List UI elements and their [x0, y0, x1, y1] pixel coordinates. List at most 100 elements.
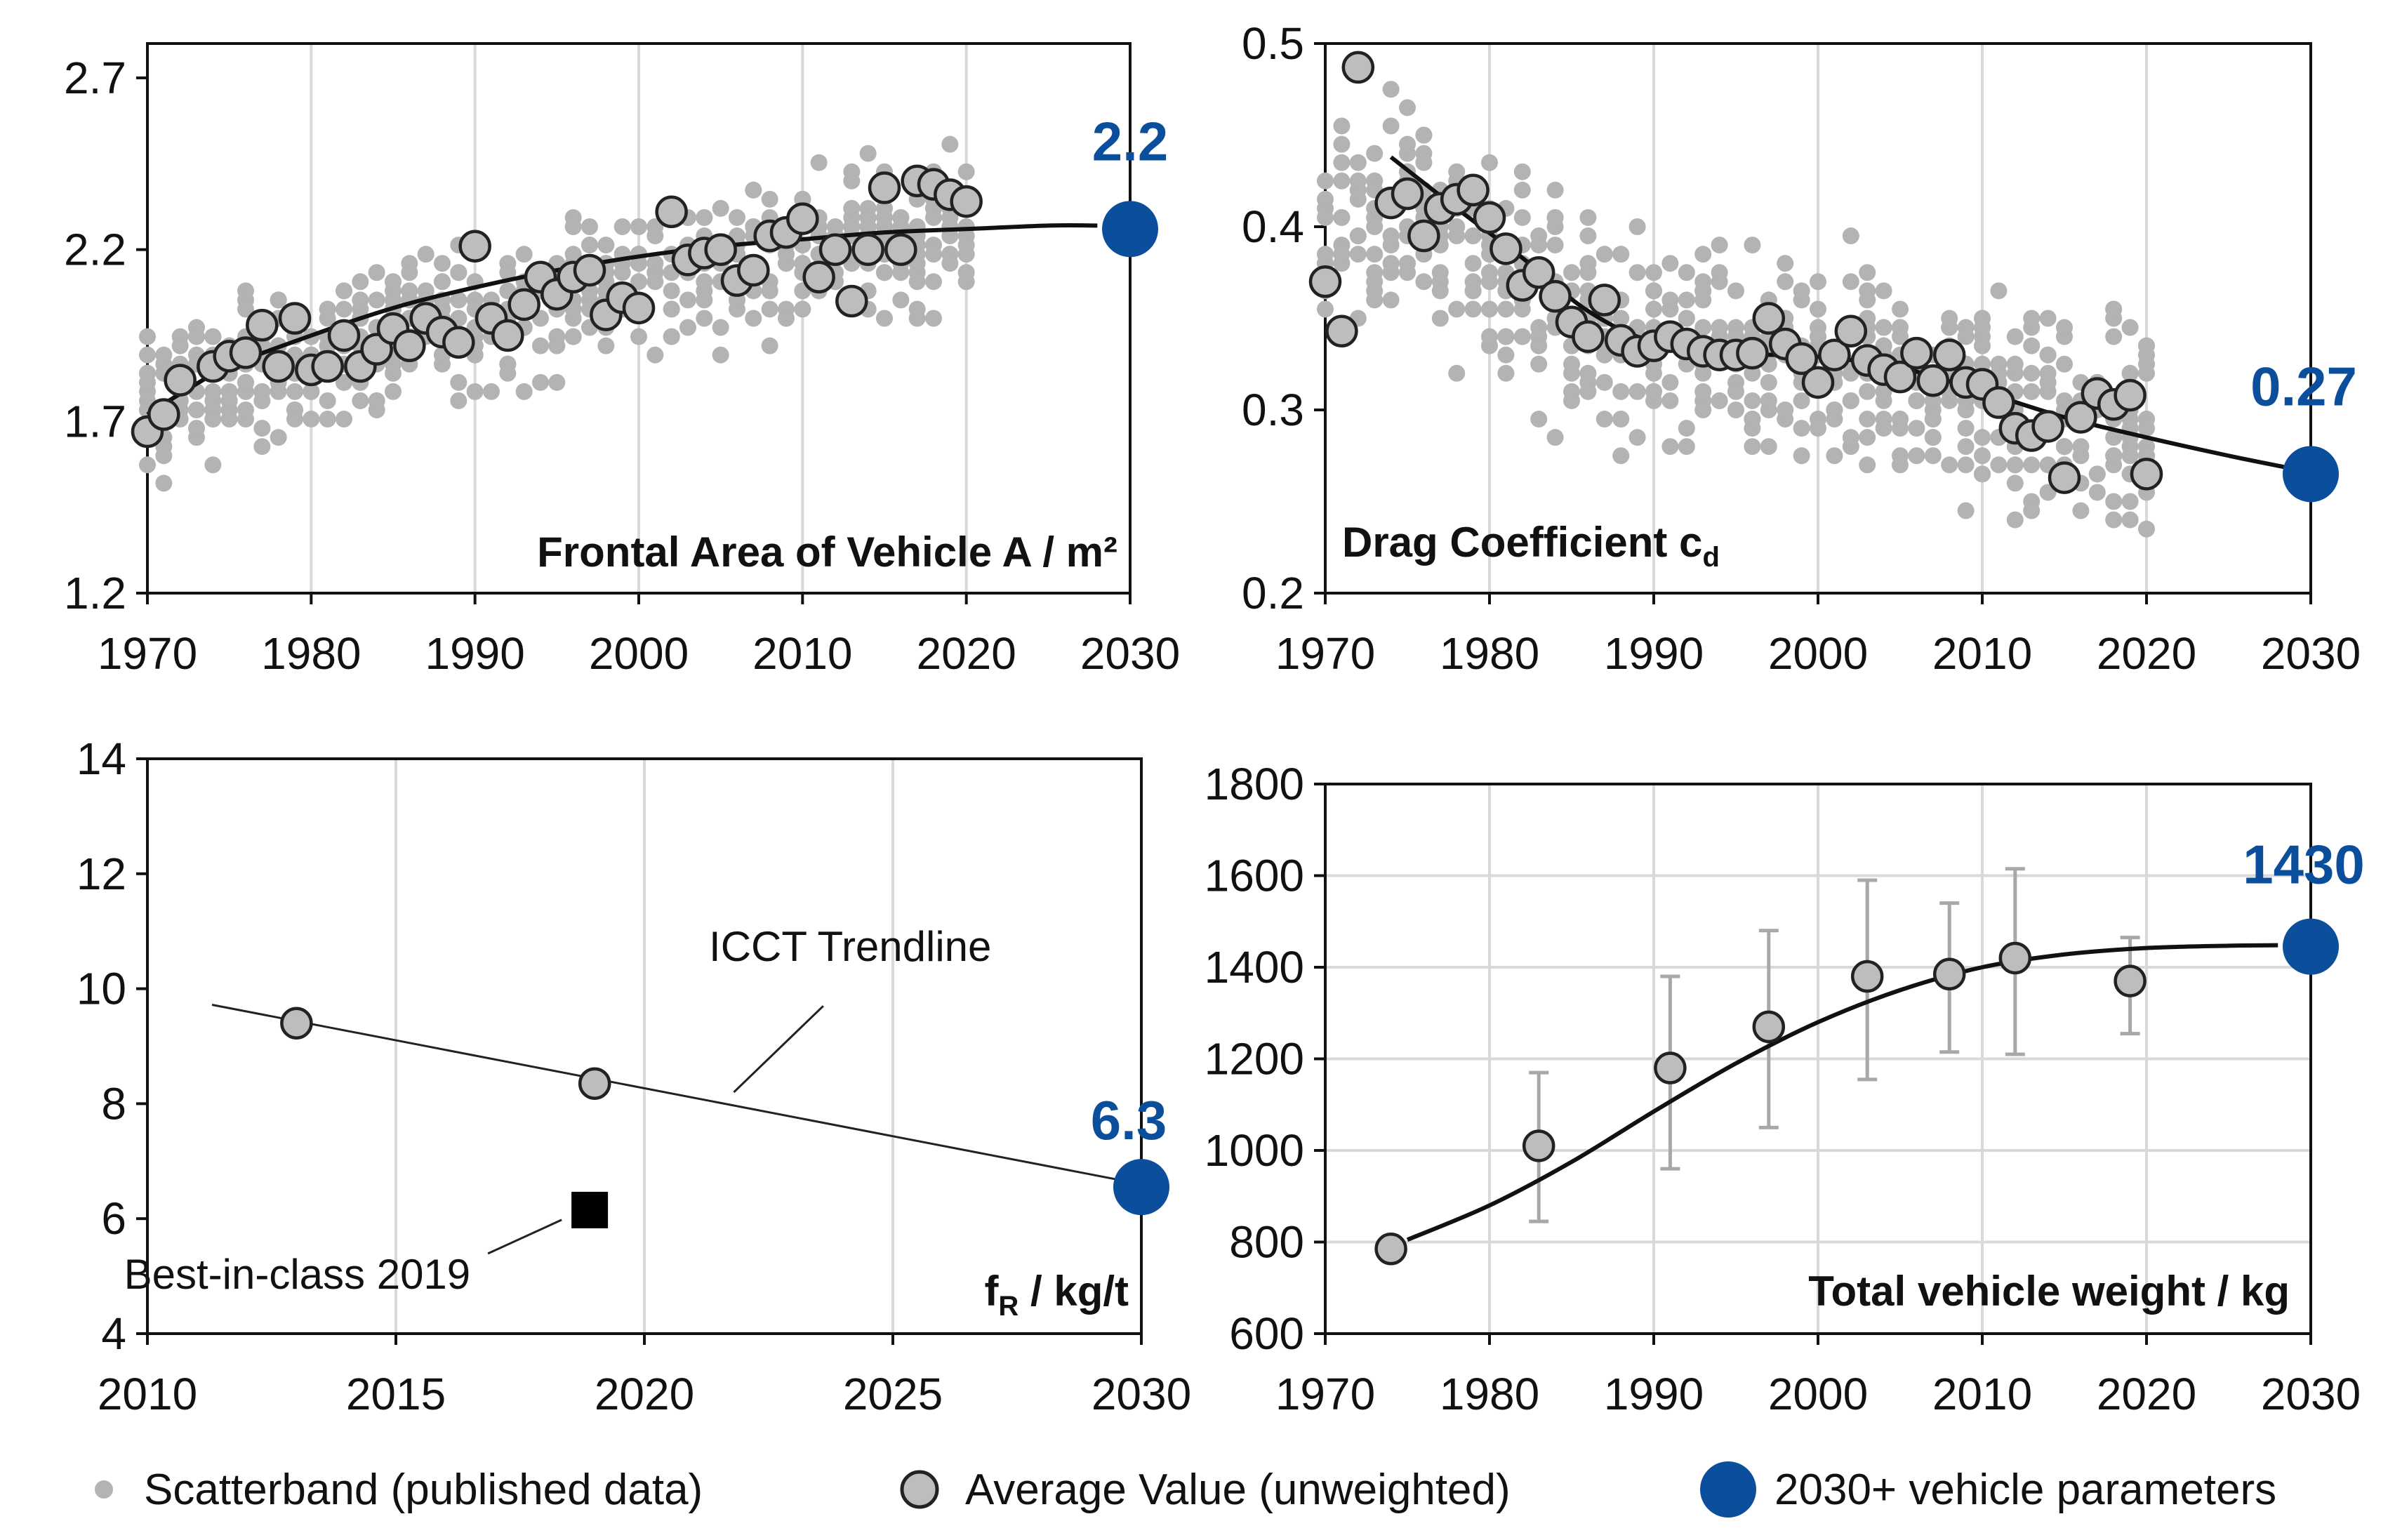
average-point [786, 202, 819, 235]
scatter-dot [1349, 172, 1367, 190]
legend-target-marker [1700, 1461, 1756, 1518]
scatter-dot [1892, 328, 1909, 345]
panel-title: Drag Coefficient cd [1342, 519, 1720, 573]
y-tick-label: 2.7 [64, 53, 126, 103]
scatter-dot [941, 135, 959, 153]
y-tick-label: 1600 [1205, 851, 1304, 901]
scatter-dot [1842, 429, 1859, 446]
average-point [1308, 265, 1342, 298]
scatter-dot [1661, 373, 1679, 391]
average-point [311, 350, 344, 383]
average-point [1752, 1010, 1786, 1044]
scatter-dot [1744, 411, 1761, 428]
scatter-dot [663, 300, 680, 318]
scatter-dot [204, 456, 222, 474]
average-point [578, 1067, 611, 1100]
scatter-dot [1628, 429, 1646, 446]
scatter-dot [1941, 310, 1958, 327]
scatter-dot [1513, 208, 1531, 226]
average-point [1654, 1051, 1687, 1084]
scatter-dot [1628, 218, 1646, 235]
scatter-dot [1612, 246, 1630, 263]
scatter-dot [139, 328, 156, 345]
scatter-dot [1859, 411, 1876, 428]
scatter-dot [1957, 420, 1975, 437]
scatter-dot [253, 438, 271, 456]
x-tick-label: 2010 [1932, 1369, 2032, 1419]
scatter-dot [270, 429, 287, 446]
average-point [655, 195, 688, 229]
x-tick-label: 2030 [1092, 1369, 1191, 1419]
average-point [1900, 336, 1933, 370]
scatter-dot [155, 346, 173, 364]
scatter-dot [2121, 493, 2139, 510]
scatter-dot [352, 273, 369, 291]
y-tick-label: 0.5 [1242, 18, 1304, 69]
scatter-dot [597, 337, 615, 354]
scatter-dot [139, 456, 156, 474]
scatter-dot [1974, 429, 1991, 446]
scatter-dot [696, 273, 713, 291]
scatter-dot [2006, 328, 2024, 345]
y-tick-label: 600 [1229, 1308, 1304, 1359]
scatter-dot [1678, 420, 1695, 437]
average-point [1341, 51, 1375, 84]
scatter-dot [1530, 411, 1548, 428]
x-tick-label: 2010 [1932, 628, 2032, 679]
scatter-dot [1333, 208, 1351, 226]
scatter-dot [1760, 373, 1777, 391]
y-tick-label: 0.3 [1242, 385, 1304, 435]
scatter-dot [1513, 163, 1531, 180]
scatter-dot [1530, 355, 1548, 373]
scatter-dot [1924, 392, 1942, 409]
scatter-dot [957, 163, 975, 180]
scatter-dot [925, 310, 942, 327]
scatter-dot [1464, 300, 1482, 318]
scatter-dot [1579, 383, 1597, 400]
scatter-dot [564, 246, 582, 263]
x-tick-label: 2000 [1768, 628, 1868, 679]
x-tick-label: 1980 [1440, 1369, 1539, 1419]
scatter-dot [1661, 438, 1679, 456]
scatter-dot [319, 300, 336, 318]
scatter-dot [1464, 273, 1482, 291]
average-point [1588, 284, 1621, 317]
average-point [1457, 173, 1490, 207]
scatter-dot [499, 264, 517, 281]
scatter-dot [564, 328, 582, 345]
legend-target-label: 2030+ vehicle parameters [1774, 1466, 2276, 1514]
scatter-dot [1727, 401, 1744, 418]
scatter-dot [1678, 264, 1695, 281]
scatter-dot [2023, 337, 2041, 354]
scatter-dot [2088, 484, 2106, 501]
scatter-dot [1497, 300, 1515, 318]
scatter-dot [1859, 291, 1876, 309]
average-point [851, 233, 884, 266]
scatter-dot [450, 373, 467, 391]
scatter-dot [1546, 237, 1564, 254]
scatter-dot [1415, 126, 1433, 144]
panel-title-subscript: d [1702, 542, 1719, 573]
legend-scatter-label: Scatterband (published data) [144, 1466, 703, 1514]
scatter-dot [1711, 392, 1728, 409]
scatter-dot [1974, 447, 1991, 465]
scatter-dot [2121, 364, 2139, 382]
scatter-dot [1859, 383, 1876, 400]
scatter-dot [1694, 383, 1712, 400]
scatter-dot [1908, 392, 1925, 409]
target-label: 2.2 [1092, 110, 1168, 172]
scatter-dot [368, 291, 385, 309]
x-tick-label: 2000 [1768, 1369, 1868, 1419]
average-point [573, 253, 606, 287]
x-tick-label: 2015 [346, 1369, 446, 1419]
scatter-dot [712, 346, 729, 364]
scatter-dot [1448, 163, 1466, 180]
scatter-dot [1924, 411, 1942, 428]
scatter-dot [1513, 328, 1531, 345]
scatter-dot [1431, 282, 1449, 300]
scatter-dot [1842, 227, 1859, 245]
scatter-dot [581, 218, 598, 235]
scatter-dot [1595, 246, 1613, 263]
average-point [1982, 386, 2015, 419]
